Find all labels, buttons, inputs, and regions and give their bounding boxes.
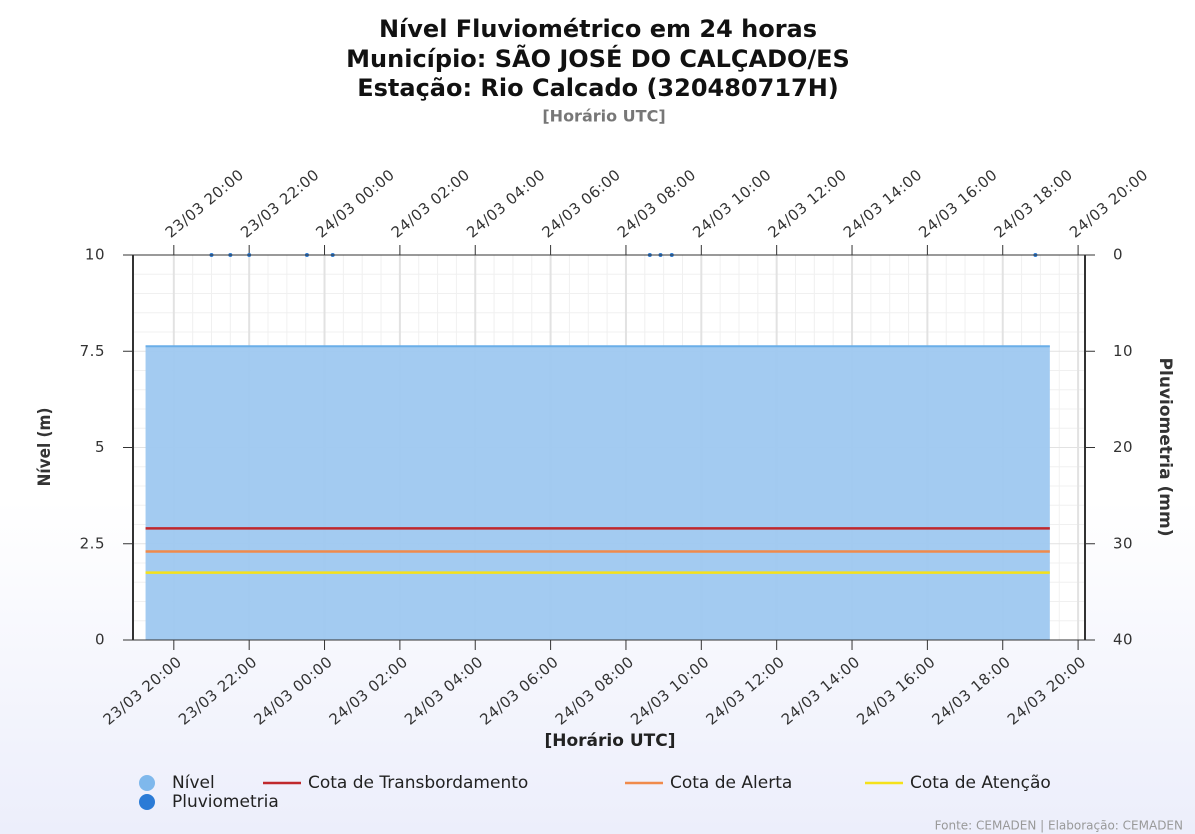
chart-title: Estação: Rio Calcado (320480717H) bbox=[357, 74, 839, 102]
x-tick-label-top: 24/03 18:00 bbox=[991, 166, 1077, 242]
x-tick-label: 24/03 12:00 bbox=[702, 653, 788, 729]
x-tick-label: 24/03 06:00 bbox=[476, 653, 562, 729]
legend-swatch bbox=[139, 775, 155, 791]
y2-tick-label: 40 bbox=[1113, 631, 1133, 649]
x-tick-label-top: 24/03 20:00 bbox=[1066, 166, 1152, 242]
y2-tick-label: 30 bbox=[1113, 534, 1133, 552]
x-tick-label-top: 24/03 06:00 bbox=[538, 166, 624, 242]
legend-swatch bbox=[139, 794, 155, 810]
x-tick-label-top: 24/03 10:00 bbox=[689, 166, 775, 242]
y-tick-label: 7.5 bbox=[80, 342, 105, 360]
x-axis-title: [Horário UTC] bbox=[545, 731, 676, 751]
y2-tick-label: 20 bbox=[1113, 438, 1133, 456]
y-tick-label: 5 bbox=[95, 438, 105, 456]
x-tick-label: 24/03 00:00 bbox=[250, 653, 336, 729]
footer: Fonte: CEMADEN | Elaboração: CEMADEN bbox=[935, 819, 1183, 833]
x-tick-label: 24/03 20:00 bbox=[1004, 653, 1090, 729]
x-tick-label: 24/03 18:00 bbox=[929, 653, 1015, 729]
x-tick-label: 24/03 16:00 bbox=[853, 653, 939, 729]
legend-label: Cota de Alerta bbox=[670, 773, 792, 793]
y2-axis-title: Pluviometria (mm) bbox=[1155, 358, 1175, 537]
legend-label: Cota de Atenção bbox=[910, 773, 1051, 793]
x-tick-label-top: 24/03 14:00 bbox=[840, 166, 926, 242]
x-tick-label-top: 23/03 22:00 bbox=[237, 166, 323, 242]
x-tick-label: 24/03 10:00 bbox=[627, 653, 713, 729]
y-tick-label: 10 bbox=[85, 246, 105, 264]
legend-label: Nível bbox=[172, 773, 215, 793]
y-tick-label: 2.5 bbox=[80, 534, 105, 552]
x-tick-label-top: 24/03 12:00 bbox=[765, 166, 851, 242]
x-tick-label-top: 24/03 00:00 bbox=[312, 166, 398, 242]
y-axis-title: Nível (m) bbox=[35, 408, 55, 487]
x-tick-label: 23/03 20:00 bbox=[100, 653, 186, 729]
x-tick-label-top: 24/03 08:00 bbox=[614, 166, 700, 242]
legend-label: Cota de Transbordamento bbox=[308, 773, 528, 793]
subtitle: [Horário UTC] bbox=[542, 107, 665, 126]
y2-tick-label: 10 bbox=[1113, 342, 1133, 360]
x-tick-label: 24/03 04:00 bbox=[401, 653, 487, 729]
x-tick-label-top: 23/03 20:00 bbox=[162, 166, 248, 242]
area bbox=[145, 346, 1050, 640]
x-tick-label-top: 24/03 04:00 bbox=[463, 166, 549, 242]
x-tick-label: 24/03 02:00 bbox=[326, 653, 412, 729]
x-tick-label: 23/03 22:00 bbox=[175, 653, 261, 729]
chart-title: Município: SÃO JOSÉ DO CALÇADO/ES bbox=[346, 44, 850, 73]
chart-title: Nível Fluviométrico em 24 horas bbox=[379, 15, 817, 43]
x-tick-label: 24/03 14:00 bbox=[778, 653, 864, 729]
legend-label: Pluviometria bbox=[172, 792, 279, 812]
x-tick-label: 24/03 08:00 bbox=[552, 653, 638, 729]
y2-tick-label: 0 bbox=[1113, 246, 1123, 264]
y-tick-label: 0 bbox=[95, 631, 105, 649]
x-tick-label-top: 24/03 16:00 bbox=[915, 166, 1001, 242]
x-tick-label-top: 24/03 02:00 bbox=[388, 166, 474, 242]
